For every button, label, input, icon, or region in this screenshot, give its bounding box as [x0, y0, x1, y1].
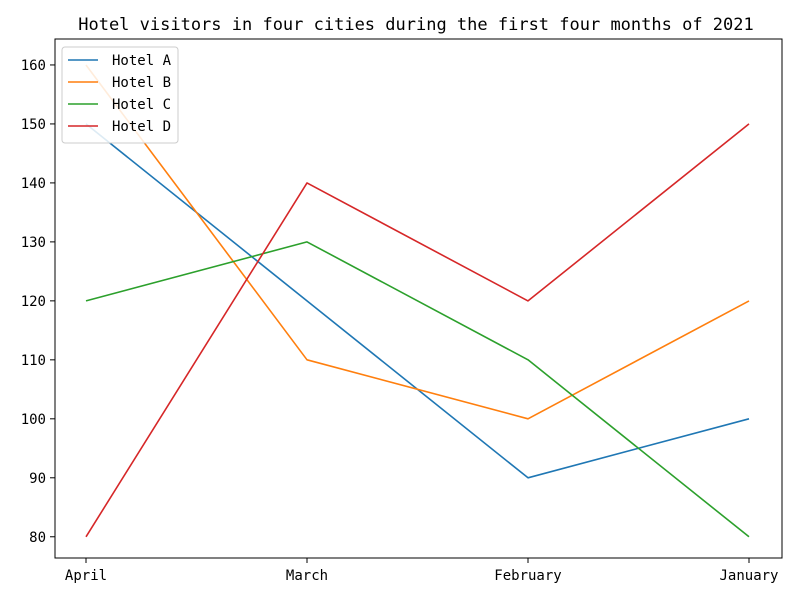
y-tick-label: 120	[21, 294, 46, 310]
legend-label: Hotel C	[112, 97, 171, 113]
legend-label: Hotel D	[112, 119, 171, 135]
x-tick-label: March	[286, 568, 328, 584]
y-tick-label: 130	[21, 235, 46, 251]
chart-title: Hotel visitors in four cities during the…	[78, 15, 754, 35]
y-tick-label: 100	[21, 412, 46, 428]
y-tick-label: 160	[21, 58, 46, 74]
series-line-hotel-c	[85, 241, 750, 538]
series-line-hotel-d	[85, 123, 750, 538]
x-tick-label: February	[494, 568, 561, 584]
y-axis: 80 90 100 110 120 130 140 150 160	[21, 58, 55, 546]
y-tick-label: 90	[29, 471, 46, 487]
legend-box	[61, 46, 179, 144]
x-tick-label: January	[719, 568, 778, 584]
legend-label: Hotel B	[112, 75, 171, 91]
y-tick-label: 80	[29, 530, 46, 546]
x-axis: April March February January	[65, 558, 779, 584]
legend-label: Hotel A	[112, 53, 172, 69]
plot-area	[54, 38, 783, 559]
y-tick-label: 110	[21, 353, 46, 369]
x-tick-label: April	[65, 568, 107, 584]
series-line-hotel-b	[85, 64, 750, 420]
y-tick-label: 140	[21, 176, 46, 192]
series-lines	[85, 64, 750, 538]
y-tick-label: 150	[21, 117, 46, 133]
legend: Hotel A Hotel B Hotel C Hotel D	[61, 46, 179, 144]
